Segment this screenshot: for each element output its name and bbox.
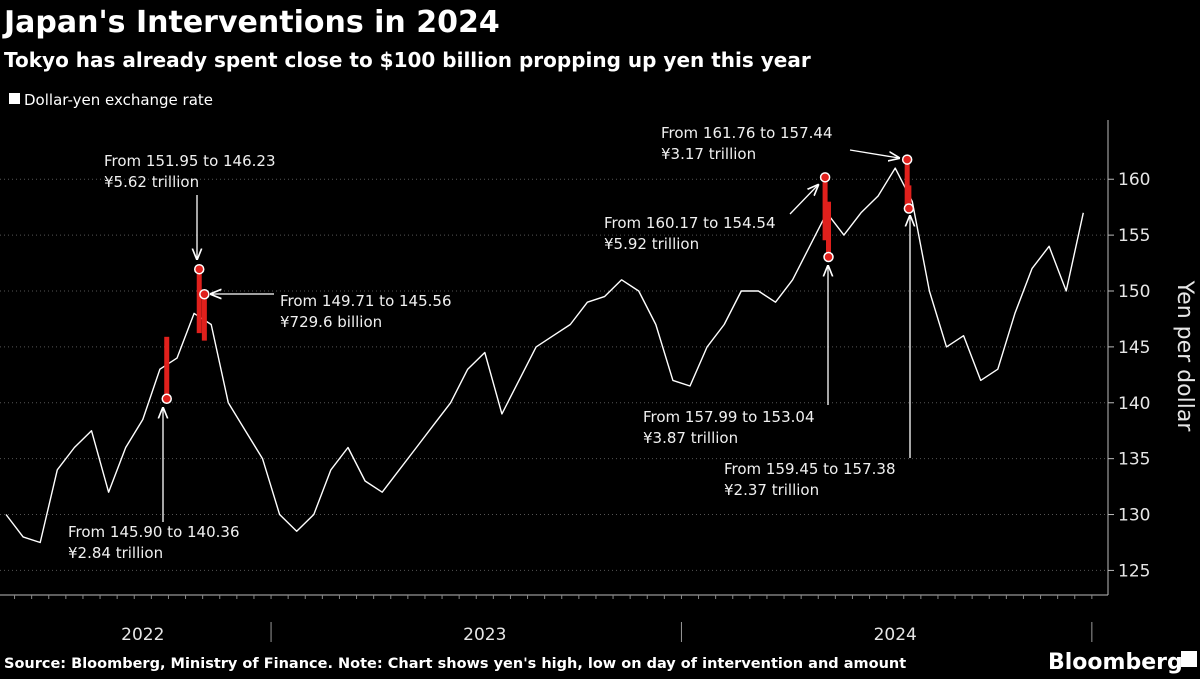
x-tick-label: 2023 <box>463 625 506 645</box>
annotation-amount: ¥5.62 trillion <box>104 173 199 191</box>
logo-backdrop <box>1046 648 1200 675</box>
x-tick-label: 2024 <box>874 625 917 645</box>
y-tick-label: 160 <box>1118 170 1150 190</box>
grid: 125 130 135 140 145 150 155 160 2022 2023 2024 <box>0 120 1150 645</box>
annotation-amount: ¥5.92 trillion <box>604 235 699 253</box>
intervention-point <box>161 393 172 404</box>
y-axis-label: Yen per dollar <box>1172 280 1197 433</box>
annotation-arrow <box>789 185 818 215</box>
annotation-amount: ¥2.37 trillion <box>724 481 819 499</box>
intervention-range <box>822 177 828 241</box>
intervention-range <box>906 185 912 209</box>
chart-title: Japan's Interventions in 2024 <box>2 5 500 40</box>
annotation-label: From 157.99 to 153.04 <box>643 408 815 426</box>
annotation-label: From 145.90 to 140.36 <box>68 523 240 541</box>
y-tick-label: 155 <box>1118 226 1150 246</box>
annotations: From 145.90 to 140.36 ¥2.84 trillion From … <box>68 124 913 562</box>
annotation-label: From 161.76 to 157.44 <box>661 124 833 142</box>
intervention-range <box>826 201 832 258</box>
source-note: Source: Bloomberg, Ministry of Finance. … <box>4 656 906 672</box>
intervention-range <box>904 159 910 208</box>
annotation-amount: ¥3.17 trillion <box>661 145 756 163</box>
annotation-amount: ¥2.84 trillion <box>68 544 163 562</box>
y-tick-label: 145 <box>1118 338 1150 358</box>
intervention-range <box>201 294 207 341</box>
y-tick-label: 150 <box>1118 282 1150 302</box>
annotation-amount: ¥3.87 trillion <box>643 429 738 447</box>
legend: Dollar-yen exchange rate <box>9 91 213 109</box>
y-tick-label: 140 <box>1118 394 1150 414</box>
intervention-point <box>903 203 915 214</box>
price-line <box>5 167 1084 544</box>
annotation-label: From 159.45 to 157.38 <box>724 460 896 478</box>
y-tick-label: 135 <box>1118 450 1150 470</box>
intervention-point <box>193 263 205 275</box>
annotation-label: From 149.71 to 145.56 <box>280 292 452 310</box>
annotation-amount: ¥729.6 billion <box>280 313 382 331</box>
chart-subtitle: Tokyo has already spent close to $100 bi… <box>4 48 811 72</box>
intervention-point <box>823 251 834 263</box>
intervention-point <box>901 154 913 165</box>
legend-label: Dollar-yen exchange rate <box>24 91 213 109</box>
intervention-range <box>196 269 202 334</box>
plot <box>5 167 1084 544</box>
intervention-point <box>819 172 831 183</box>
x-tick-label: 2022 <box>121 625 164 645</box>
logo-icon <box>1181 651 1197 667</box>
legend-swatch <box>9 93 20 104</box>
intervention-point <box>199 288 210 300</box>
y-tick-label: 125 <box>1118 561 1150 581</box>
annotation-arrow <box>849 149 899 158</box>
brand-logo: Bloomberg <box>1048 650 1183 675</box>
annotation-label: From 160.17 to 154.54 <box>604 214 776 232</box>
annotation-label: From 151.95 to 146.23 <box>104 152 276 170</box>
y-tick-label: 130 <box>1118 506 1150 526</box>
intervention-range <box>164 336 170 399</box>
